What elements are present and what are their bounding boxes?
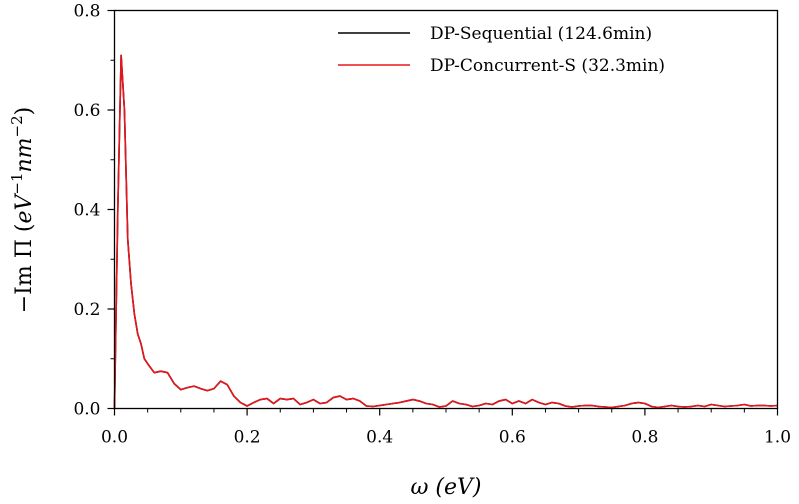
y-axis-title-unit-nm: nm [12,137,37,172]
y-tick-label: 0.0 [73,400,100,420]
x-axis-title: ω (eV) [410,475,481,500]
ticks-layer: 0.0 0.2 0.4 0.6 0.8 1.0 0.0 0.2 0.4 0.6 0.8 [73,2,791,448]
legend: DP-Sequential (124.6min) DP-Concurrent-S… [338,24,665,76]
y-axis-title-suffix: ) [12,107,37,116]
y-tick-label: 0.6 [73,101,100,121]
series-layer [113,54,778,409]
y-axis-title-exp-nm: −2 [8,115,26,137]
x-tick-label: 0.8 [631,428,658,448]
y-axis-title: −Im Π (eV−1nm−2) [8,107,37,314]
legend-label-concurrent: DP-Concurrent-S (32.3min) [430,56,665,76]
y-axis-title-exp-ev: −1 [8,172,26,194]
y-tick-label: 0.8 [73,2,100,22]
legend-label-sequential: DP-Sequential (124.6min) [430,24,652,44]
x-tick-label: 1.0 [764,428,791,448]
y-axis-title-prefix: −Im Π ( [12,224,37,314]
x-tick-label: 0.6 [499,428,526,448]
x-tick-label: 0.4 [366,428,393,448]
x-tick-label: 0.0 [101,428,128,448]
y-tick-label: 0.4 [73,201,100,221]
y-axis-title-unit-ev: eV [12,193,37,224]
series-line-1 [113,54,778,409]
y-tick-label: 0.2 [73,300,100,320]
x-tick-label: 0.2 [234,428,261,448]
